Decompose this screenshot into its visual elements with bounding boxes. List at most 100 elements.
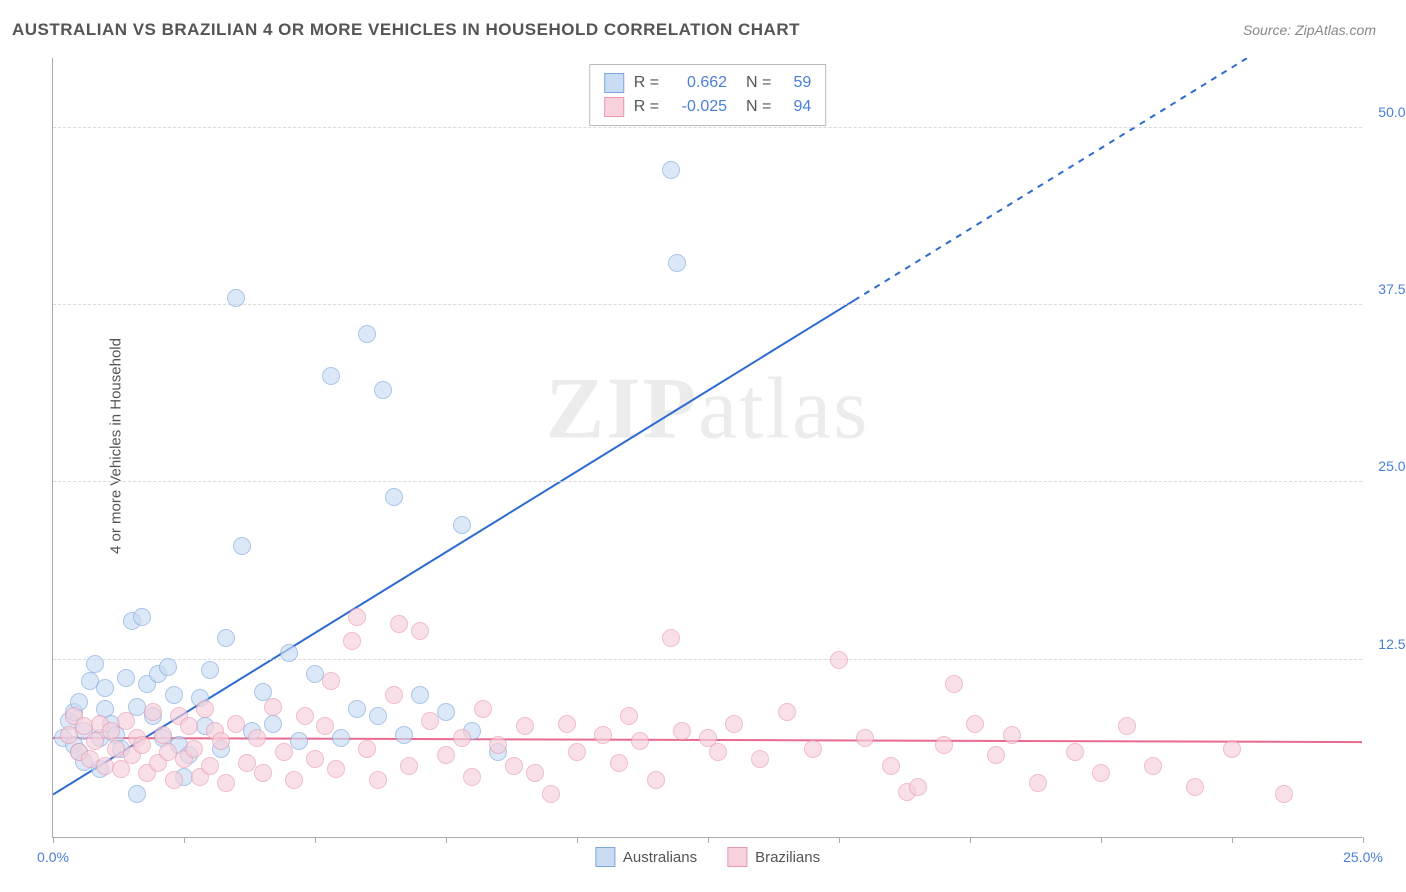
data-point	[673, 722, 691, 740]
data-point	[201, 661, 219, 679]
legend-stats-row: R =-0.025 N =94	[604, 95, 812, 119]
data-point	[1144, 757, 1162, 775]
data-point	[165, 771, 183, 789]
x-tick	[1232, 837, 1233, 843]
data-point	[159, 658, 177, 676]
data-point	[117, 669, 135, 687]
data-point	[594, 726, 612, 744]
watermark: ZIPatlas	[546, 358, 870, 459]
data-point	[421, 712, 439, 730]
stat-n-label: N =	[737, 71, 771, 95]
data-point	[96, 679, 114, 697]
data-point	[453, 729, 471, 747]
data-point	[133, 608, 151, 626]
data-point	[1003, 726, 1021, 744]
gridline-h	[53, 659, 1362, 660]
data-point	[987, 746, 1005, 764]
chart-title: AUSTRALIAN VS BRAZILIAN 4 OR MORE VEHICL…	[12, 20, 800, 40]
data-point	[117, 712, 135, 730]
data-point	[856, 729, 874, 747]
stat-n-value: 94	[781, 95, 811, 119]
data-point	[332, 729, 350, 747]
stat-r-label: R =	[634, 71, 659, 95]
data-point	[709, 743, 727, 761]
data-point	[348, 700, 366, 718]
legend-swatch	[727, 847, 747, 867]
data-point	[201, 757, 219, 775]
data-point	[1092, 764, 1110, 782]
data-point	[385, 686, 403, 704]
data-point	[463, 768, 481, 786]
data-point	[395, 726, 413, 744]
data-point	[369, 707, 387, 725]
x-tick	[315, 837, 316, 843]
x-tick	[970, 837, 971, 843]
stat-r-label: R =	[634, 95, 659, 119]
stat-n-label: N =	[737, 95, 771, 119]
data-point	[280, 644, 298, 662]
data-point	[935, 736, 953, 754]
legend-item: Australians	[595, 847, 697, 867]
legend-swatch	[604, 97, 624, 117]
data-point	[217, 629, 235, 647]
data-point	[217, 774, 235, 792]
data-point	[358, 740, 376, 758]
data-point	[631, 732, 649, 750]
data-point	[86, 655, 104, 673]
x-tick-label: 25.0%	[1343, 849, 1383, 865]
data-point	[296, 707, 314, 725]
data-point	[568, 743, 586, 761]
data-point	[348, 608, 366, 626]
data-point	[1223, 740, 1241, 758]
data-point	[327, 760, 345, 778]
data-point	[248, 729, 266, 747]
data-point	[516, 717, 534, 735]
legend-stats-row: R =0.662 N =59	[604, 71, 812, 95]
x-tick	[839, 837, 840, 843]
data-point	[474, 700, 492, 718]
plot-area: ZIPatlas R =0.662 N =59R =-0.025 N =94 A…	[52, 58, 1362, 838]
data-point	[212, 732, 230, 750]
data-point	[185, 740, 203, 758]
data-point	[558, 715, 576, 733]
data-point	[227, 715, 245, 733]
data-point	[290, 732, 308, 750]
data-point	[86, 732, 104, 750]
data-point	[489, 736, 507, 754]
data-point	[133, 736, 151, 754]
data-point	[751, 750, 769, 768]
data-point	[1118, 717, 1136, 735]
data-point	[322, 367, 340, 385]
gridline-h	[53, 127, 1362, 128]
legend-item: Brazilians	[727, 847, 820, 867]
data-point	[668, 254, 686, 272]
legend-swatch	[595, 847, 615, 867]
data-point	[1066, 743, 1084, 761]
data-point	[264, 715, 282, 733]
data-point	[316, 717, 334, 735]
data-point	[180, 717, 198, 735]
data-point	[165, 686, 183, 704]
data-point	[882, 757, 900, 775]
x-tick	[184, 837, 185, 843]
data-point	[411, 686, 429, 704]
gridline-h	[53, 304, 1362, 305]
data-point	[778, 703, 796, 721]
x-tick	[1101, 837, 1102, 843]
legend-swatch	[604, 73, 624, 93]
data-point	[144, 703, 162, 721]
data-point	[526, 764, 544, 782]
data-point	[411, 622, 429, 640]
x-tick-label: 0.0%	[37, 849, 69, 865]
data-point	[374, 381, 392, 399]
trend-lines	[53, 58, 1362, 837]
data-point	[437, 703, 455, 721]
data-point	[662, 629, 680, 647]
data-point	[102, 722, 120, 740]
data-point	[233, 537, 251, 555]
data-point	[285, 771, 303, 789]
x-tick	[708, 837, 709, 843]
data-point	[343, 632, 361, 650]
data-point	[662, 161, 680, 179]
data-point	[830, 651, 848, 669]
